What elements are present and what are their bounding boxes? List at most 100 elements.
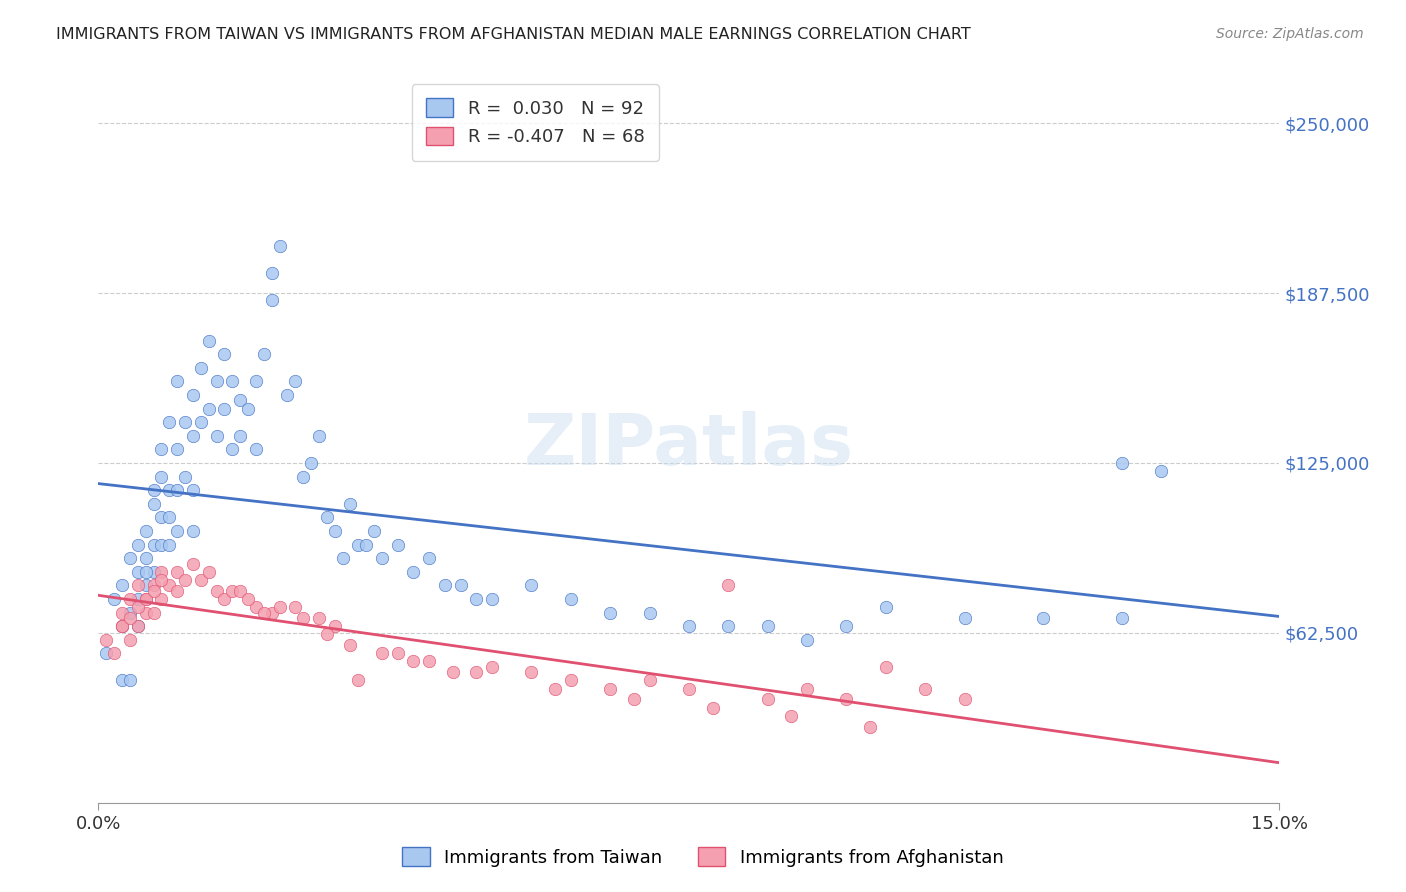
Point [135,591,157,606]
Point [174,573,197,587]
Point [387,537,409,551]
Point [914,681,936,696]
Point [166,583,188,598]
Text: Source: ZipAtlas.com: Source: ZipAtlas.com [1216,27,1364,41]
Point [347,673,370,688]
Point [260,266,283,280]
Point [205,429,228,443]
Point [214,347,236,361]
Point [236,401,259,416]
Point [253,347,276,361]
Point [1032,611,1054,625]
Point [599,681,621,696]
Point [354,537,377,551]
Point [142,537,165,551]
Point [118,551,141,566]
Point [875,660,897,674]
Point [190,573,212,587]
Point [402,565,425,579]
Legend: Immigrants from Taiwan, Immigrants from Afghanistan: Immigrants from Taiwan, Immigrants from … [395,840,1011,874]
Point [127,619,149,633]
Point [292,611,315,625]
Point [181,429,204,443]
Point [418,655,440,669]
Point [166,565,188,579]
Point [157,510,180,524]
Point [181,524,204,538]
Point [96,632,118,647]
Point [323,524,346,538]
Point [260,606,283,620]
Point [142,497,165,511]
Point [299,456,322,470]
Point [236,591,259,606]
Point [118,673,141,688]
Point [157,483,180,498]
Point [174,469,197,483]
Point [181,388,204,402]
Point [118,606,141,620]
Point [371,551,394,566]
Point [214,591,236,606]
Legend: R =  0.030   N = 92, R = -0.407   N = 68: R = 0.030 N = 92, R = -0.407 N = 68 [412,84,659,161]
Text: ZIPatlas: ZIPatlas [524,411,853,481]
Point [796,681,818,696]
Point [166,483,188,498]
Point [127,565,149,579]
Point [157,578,180,592]
Point [481,591,503,606]
Point [599,606,621,620]
Point [796,632,818,647]
Point [111,619,134,633]
Point [127,578,149,592]
Point [96,646,118,660]
Point [465,591,488,606]
Point [1111,611,1133,625]
Point [166,524,188,538]
Point [111,578,134,592]
Point [315,627,337,641]
Point [717,619,740,633]
Point [953,611,976,625]
Point [150,565,173,579]
Point [450,578,472,592]
Point [150,442,173,457]
Point [623,692,645,706]
Point [166,442,188,457]
Point [190,415,212,429]
Point [520,665,543,680]
Point [756,692,779,706]
Point [111,619,134,633]
Point [638,673,661,688]
Point [835,692,858,706]
Point [1111,456,1133,470]
Point [118,632,141,647]
Point [308,611,330,625]
Point [181,557,204,571]
Point [284,375,307,389]
Point [150,510,173,524]
Point [1150,464,1173,478]
Point [465,665,488,680]
Point [441,665,464,680]
Point [269,600,291,615]
Point [142,483,165,498]
Point [150,573,173,587]
Point [245,600,267,615]
Point [181,483,204,498]
Point [418,551,440,566]
Point [214,401,236,416]
Point [402,655,425,669]
Point [111,606,134,620]
Point [205,375,228,389]
Point [520,578,543,592]
Point [221,583,243,598]
Point [315,510,337,524]
Point [371,646,394,660]
Point [229,429,252,443]
Point [276,388,298,402]
Point [387,646,409,660]
Point [150,469,173,483]
Point [150,591,173,606]
Point [127,600,149,615]
